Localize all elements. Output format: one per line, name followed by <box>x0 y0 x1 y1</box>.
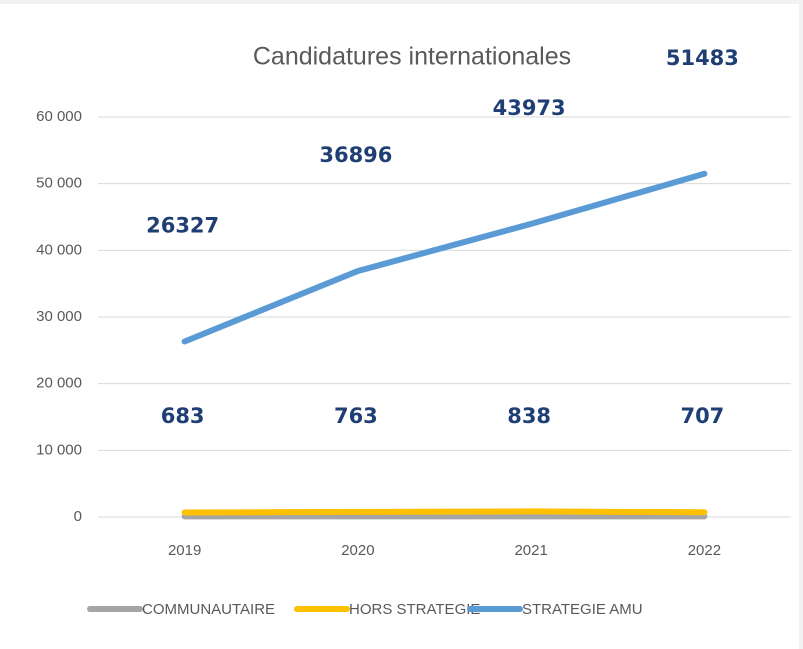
x-tick-label: 2019 <box>168 542 201 559</box>
y-tick-label: 50 000 <box>36 175 82 192</box>
data-label: 43973 <box>493 96 566 120</box>
x-tick-label: 2020 <box>341 542 374 559</box>
data-label: 707 <box>680 404 724 428</box>
series-line <box>181 170 708 345</box>
legend-label: COMMUNAUTAIRE <box>142 601 275 618</box>
data-label: 763 <box>334 404 378 428</box>
y-tick-label: 60 000 <box>36 108 82 125</box>
legend-label: STRATEGIE AMU <box>522 601 643 618</box>
x-tick-label: 2022 <box>688 542 721 559</box>
y-tick-label: 20 000 <box>36 375 82 392</box>
chart-title: Candidatures internationales <box>253 43 571 71</box>
y-tick-label: 40 000 <box>36 241 82 258</box>
data-label: 26327 <box>146 213 219 237</box>
y-tick-label: 0 <box>74 508 82 525</box>
series-line <box>181 508 708 516</box>
chart-background <box>0 4 799 649</box>
data-label: 838 <box>507 404 551 428</box>
data-label: 36896 <box>319 143 392 167</box>
data-label: 683 <box>161 404 205 428</box>
y-tick-label: 30 000 <box>36 308 82 325</box>
data-label: 51483 <box>666 46 739 70</box>
legend-label: HORS STRATEGIE <box>349 601 480 618</box>
y-tick-label: 10 000 <box>36 441 82 458</box>
x-tick-label: 2021 <box>514 542 547 559</box>
